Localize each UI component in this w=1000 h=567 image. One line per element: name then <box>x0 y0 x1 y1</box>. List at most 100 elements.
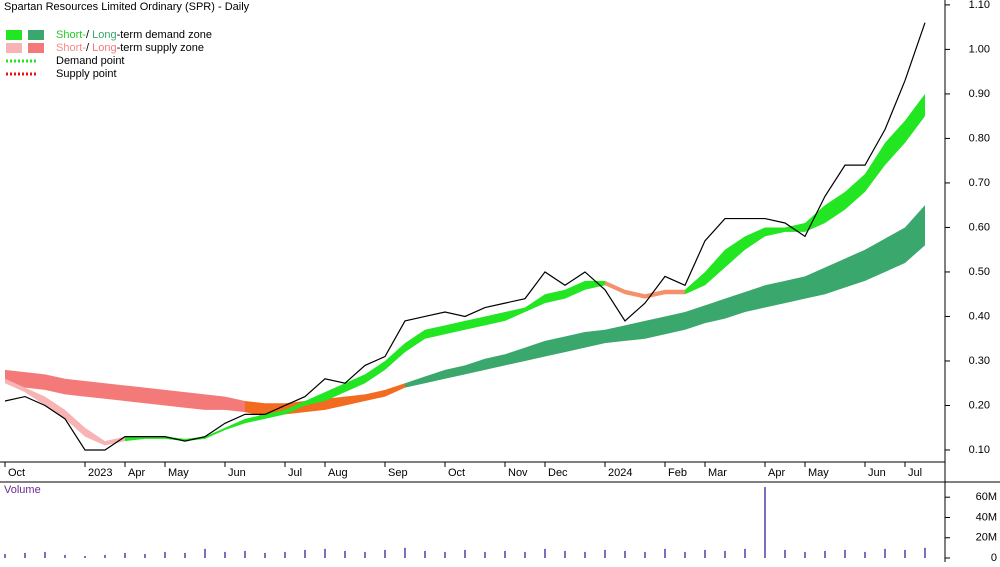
volume-bar <box>684 551 686 558</box>
x-tick-label: Jun <box>228 467 246 479</box>
chart-title: Spartan Resources Limited Ordinary (SPR)… <box>4 1 250 13</box>
x-tick-label: Aug <box>328 467 348 479</box>
volume-bar <box>264 552 266 558</box>
volume-tick-label: 0 <box>991 552 997 562</box>
volume-bar <box>464 549 466 558</box>
volume-bar <box>64 554 66 558</box>
volume-tick-label: 20M <box>976 532 997 544</box>
volume-bar <box>784 549 786 558</box>
legend-text-part: / <box>86 42 92 54</box>
x-tick-label: Apr <box>128 467 145 479</box>
volume-bar <box>204 548 206 558</box>
legend-text-part: Long <box>92 42 116 54</box>
volume-bar <box>224 551 226 558</box>
zone-band <box>5 378 125 446</box>
legend-swatch <box>6 30 22 40</box>
volume-bar <box>124 552 126 558</box>
legend-swatch <box>28 30 44 40</box>
x-tick-label: Feb <box>668 467 687 479</box>
volume-bar <box>184 552 186 558</box>
volume-bar <box>324 548 326 558</box>
x-tick-label: Mar <box>708 467 727 479</box>
legend-text-part: -term supply zone <box>117 42 204 54</box>
volume-label: Volume <box>4 484 41 496</box>
volume-bar <box>924 547 926 558</box>
volume-bar <box>424 550 426 558</box>
legend-swatch <box>6 43 22 53</box>
x-tick-label: Sep <box>388 467 408 479</box>
volume-bar <box>744 548 746 558</box>
volume-bar <box>844 549 846 558</box>
volume-tick-label: 40M <box>976 511 997 523</box>
volume-bar <box>884 548 886 558</box>
x-tick-label: May <box>808 467 829 479</box>
y-tick-label: 0.30 <box>969 355 990 367</box>
volume-bar <box>904 549 906 558</box>
x-tick-label: 2023 <box>88 467 112 479</box>
volume-bar <box>484 551 486 558</box>
zone-band <box>405 205 925 388</box>
volume-bar <box>584 551 586 558</box>
volume-bar <box>344 550 346 558</box>
volume-bar <box>724 550 726 558</box>
zone-band <box>5 369 245 413</box>
y-tick-label: 1.10 <box>969 0 990 11</box>
legend-label: Demand point <box>56 55 125 67</box>
y-tick-label: 0.20 <box>969 399 990 411</box>
volume-bar <box>524 551 526 558</box>
legend-swatch <box>28 43 44 53</box>
legend-text-part: Long <box>92 29 116 41</box>
y-tick-label: 0.40 <box>969 310 990 322</box>
volume-bar <box>664 548 666 558</box>
volume-bar <box>244 550 246 558</box>
price-line <box>4 22 926 451</box>
volume-bar <box>824 550 826 558</box>
volume-bar <box>304 549 306 558</box>
x-tick-label: Apr <box>768 467 785 479</box>
y-tick-label: 1.00 <box>969 43 990 55</box>
legend-label: Short-/ Long-term supply zone <box>56 42 204 54</box>
x-tick-label: Oct <box>8 467 25 479</box>
x-tick-label: Nov <box>508 467 528 479</box>
legend-text-part: Short- <box>56 42 86 54</box>
volume-bar <box>644 551 646 558</box>
volume-bar <box>284 551 286 558</box>
volume-bar <box>24 552 26 558</box>
volume-bar <box>44 551 46 558</box>
x-tick-label: Jun <box>868 467 886 479</box>
legend-text-part: Supply point <box>56 68 117 80</box>
volume-bar <box>504 550 506 558</box>
volume-bar <box>564 550 566 558</box>
volume-bar <box>384 549 386 558</box>
legend-text-part: Short- <box>56 29 86 41</box>
x-tick-label: Jul <box>288 467 302 479</box>
volume-bar <box>444 551 446 558</box>
volume-bar <box>364 551 366 558</box>
volume-bar <box>704 549 706 558</box>
y-tick-label: 0.10 <box>969 444 990 456</box>
zone-band <box>605 280 685 299</box>
volume-bar <box>4 553 6 558</box>
volume-bar <box>604 549 606 558</box>
legend-text-part: / <box>86 29 92 41</box>
volume-bar <box>624 550 626 558</box>
zone-band <box>685 93 925 295</box>
x-tick-label: Dec <box>548 467 568 479</box>
legend-label: Short-/ Long-term demand zone <box>56 29 212 41</box>
legend-text-part: -term demand zone <box>117 29 212 41</box>
volume-bar <box>164 551 166 558</box>
x-tick-label: Oct <box>448 467 465 479</box>
y-tick-label: 0.50 <box>969 266 990 278</box>
legend-text-part: Demand point <box>56 55 125 67</box>
volume-bar <box>84 555 86 558</box>
x-tick-label: 2024 <box>608 467 632 479</box>
y-tick-label: 0.70 <box>969 177 990 189</box>
volume-bar <box>144 553 146 558</box>
volume-bar <box>864 551 866 558</box>
volume-bar <box>104 554 106 558</box>
x-tick-label: Jul <box>908 467 922 479</box>
volume-bar <box>764 487 766 558</box>
y-tick-label: 0.60 <box>969 221 990 233</box>
zone-band <box>125 280 605 442</box>
